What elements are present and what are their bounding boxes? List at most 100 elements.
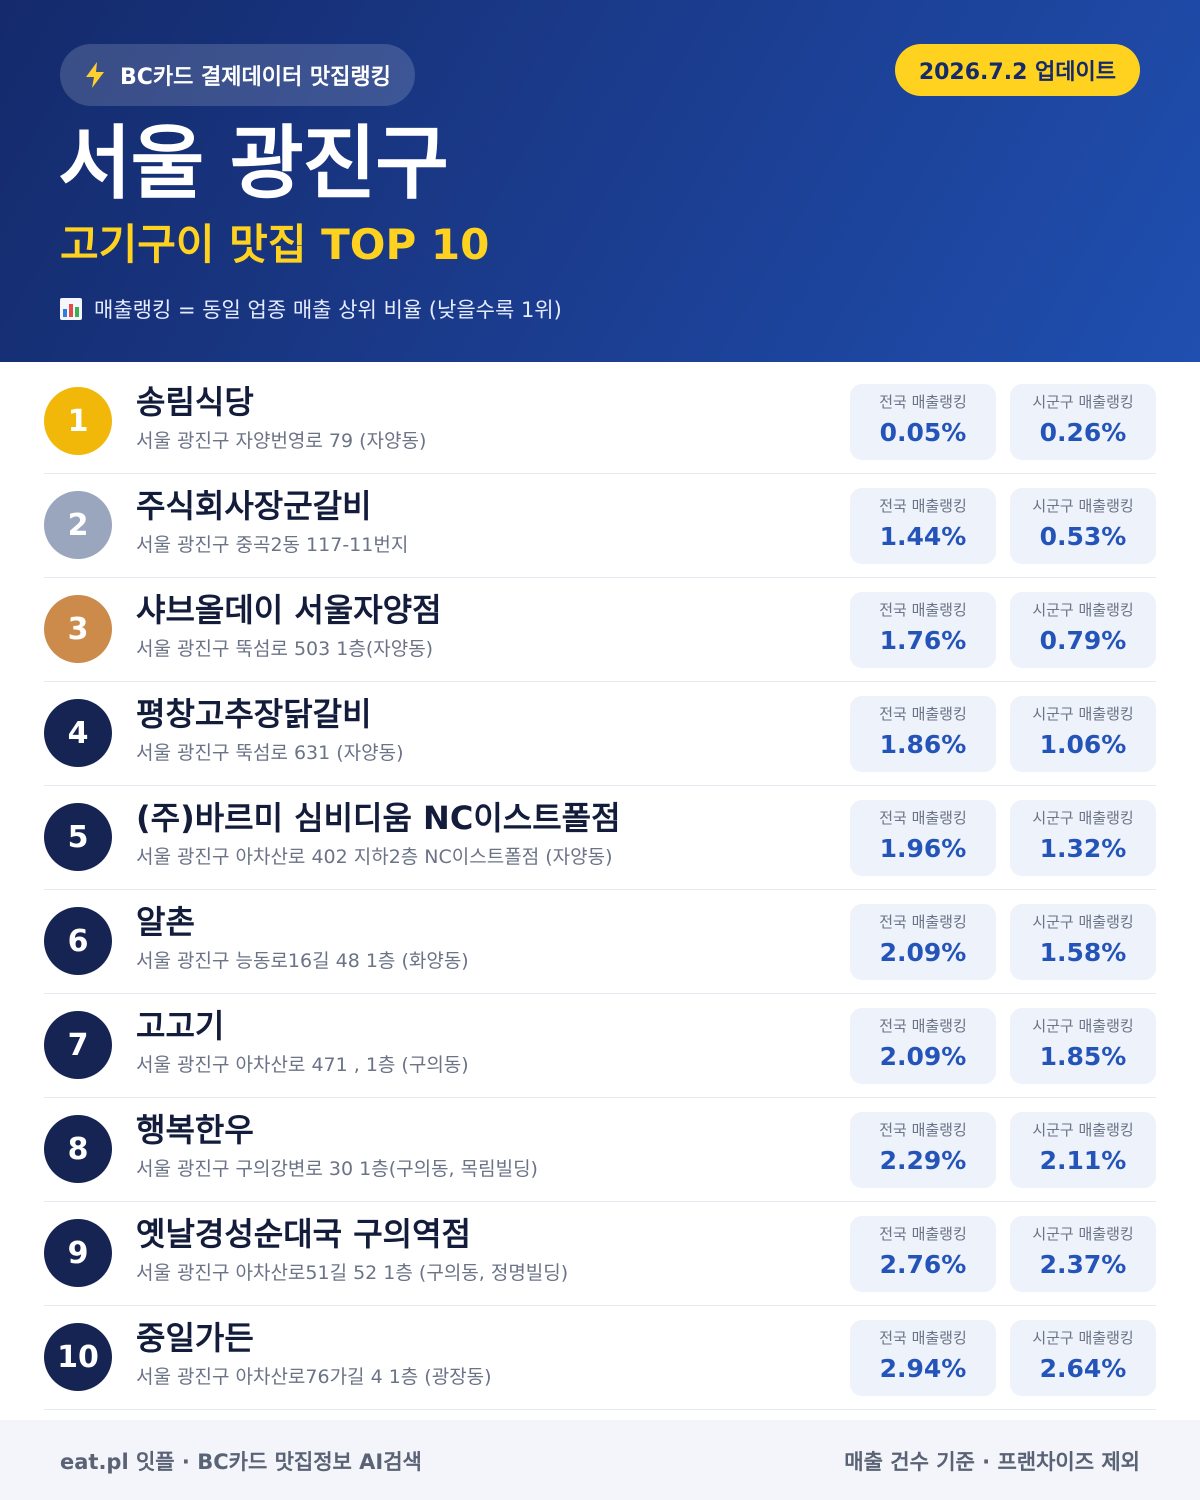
restaurant-name: 중일가든: [136, 1319, 254, 1357]
district-ranking-value: 1.58%: [1039, 938, 1127, 967]
rank-badge: 1: [44, 387, 112, 455]
national-ranking-label: 전국 매출랭킹: [879, 497, 967, 515]
national-ranking-value: 1.86%: [879, 730, 967, 759]
national-ranking-value: 2.29%: [879, 1146, 967, 1175]
footer-source: eat.pl 잇플 · BC카드 맛집정보 AI검색: [60, 1450, 422, 1474]
national-ranking-label: 전국 매출랭킹: [879, 1017, 967, 1035]
district-ranking-value: 1.85%: [1039, 1042, 1127, 1071]
district-ranking-card: 시군구 매출랭킹 1.58%: [1010, 904, 1156, 980]
national-ranking-value: 0.05%: [879, 418, 967, 447]
district-ranking-card: 시군구 매출랭킹 0.26%: [1010, 384, 1156, 460]
national-ranking-label: 전국 매출랭킹: [879, 705, 967, 723]
national-ranking-card: 전국 매출랭킹 1.44%: [850, 488, 996, 564]
district-ranking-value: 2.37%: [1039, 1250, 1127, 1279]
rank-badge: 6: [44, 907, 112, 975]
restaurant-row[interactable]: 7 고고기 서울 광진구 아차산로 471 , 1층 (구의동) 전국 매출랭킹 2.0…: [44, 994, 1156, 1098]
national-ranking-label: 전국 매출랭킹: [879, 393, 967, 411]
national-ranking-label: 전국 매출랭킹: [879, 1225, 967, 1243]
rank-badge: 4: [44, 699, 112, 767]
restaurant-address: 서울 광진구 아차산로 402 지하2층 NC이스트폴점 (자양동): [136, 846, 613, 868]
restaurant-name: (주)바르미 심비디움 NC이스트폴점: [136, 799, 621, 837]
national-ranking-label: 전국 매출랭킹: [879, 809, 967, 827]
restaurant-row[interactable]: 6 알촌 서울 광진구 능동로16길 48 1층 (화양동) 전국 매출랭킹 2.09%…: [44, 890, 1156, 994]
rank-badge: 5: [44, 803, 112, 871]
brand-pill: BC카드 결제데이터 맛집랭킹: [60, 44, 415, 106]
restaurant-name: 평창고추장닭갈비: [136, 695, 372, 733]
restaurant-address: 서울 광진구 아차산로76가길 4 1층 (광장동): [136, 1366, 492, 1388]
restaurant-name: 주식회사장군갈비: [136, 487, 372, 525]
restaurant-name: 송림식당: [136, 383, 254, 421]
restaurant-address: 서울 광진구 구의강변로 30 1층(구의동, 목림빌딩): [136, 1158, 538, 1180]
district-ranking-label: 시군구 매출랭킹: [1032, 913, 1134, 931]
rank-badge: 10: [44, 1323, 112, 1391]
national-ranking-value: 2.76%: [879, 1250, 967, 1279]
rank-badge: 8: [44, 1115, 112, 1183]
district-ranking-value: 0.26%: [1039, 418, 1127, 447]
national-ranking-value: 2.94%: [879, 1354, 967, 1383]
district-ranking-card: 시군구 매출랭킹 2.11%: [1010, 1112, 1156, 1188]
national-ranking-card: 전국 매출랭킹 1.76%: [850, 592, 996, 668]
update-date-badge: 2026.7.2 업데이트: [894, 44, 1140, 96]
district-ranking-card: 시군구 매출랭킹 1.85%: [1010, 1008, 1156, 1084]
national-ranking-value: 2.09%: [879, 1042, 967, 1071]
district-ranking-label: 시군구 매출랭킹: [1032, 497, 1134, 515]
restaurant-address: 서울 광진구 아차산로 471 , 1층 (구의동): [136, 1054, 469, 1076]
national-ranking-label: 전국 매출랭킹: [879, 913, 967, 931]
district-ranking-label: 시군구 매출랭킹: [1032, 1121, 1134, 1139]
district-ranking-value: 2.11%: [1039, 1146, 1127, 1175]
district-ranking-card: 시군구 매출랭킹 0.53%: [1010, 488, 1156, 564]
district-ranking-label: 시군구 매출랭킹: [1032, 1017, 1134, 1035]
ranking-note-text: 매출랭킹 = 동일 업종 매출 상위 비율 (낮을수록 1위): [94, 298, 562, 322]
district-ranking-card: 시군구 매출랭킹 0.79%: [1010, 592, 1156, 668]
national-ranking-card: 전국 매출랭킹 2.76%: [850, 1216, 996, 1292]
restaurant-row[interactable]: 3 샤브올데이 서울자양점 서울 광진구 뚝섬로 503 1층(자양동) 전국 매출랭…: [44, 578, 1156, 682]
restaurant-name: 알촌: [136, 903, 195, 941]
district-ranking-card: 시군구 매출랭킹 2.37%: [1010, 1216, 1156, 1292]
rank-badge: 2: [44, 491, 112, 559]
rank-badge: 9: [44, 1219, 112, 1287]
district-ranking-value: 1.06%: [1039, 730, 1127, 759]
restaurant-name: 고고기: [136, 1007, 225, 1045]
national-ranking-card: 전국 매출랭킹 2.09%: [850, 1008, 996, 1084]
district-ranking-value: 0.79%: [1039, 626, 1127, 655]
footer-criteria: 매출 건수 기준 · 프랜차이즈 제외: [844, 1450, 1140, 1474]
brand-label: BC카드 결제데이터 맛집랭킹: [120, 65, 391, 90]
district-ranking-label: 시군구 매출랭킹: [1032, 1225, 1134, 1243]
restaurant-name: 샤브올데이 서울자양점: [136, 591, 442, 629]
district-ranking-label: 시군구 매출랭킹: [1032, 1329, 1134, 1347]
restaurant-name: 옛날경성순대국 구의역점: [136, 1215, 471, 1253]
district-ranking-label: 시군구 매출랭킹: [1032, 393, 1134, 411]
district-ranking-label: 시군구 매출랭킹: [1032, 705, 1134, 723]
national-ranking-label: 전국 매출랭킹: [879, 601, 967, 619]
page-title: 서울 광진구: [58, 117, 449, 210]
national-ranking-card: 전국 매출랭킹 2.09%: [850, 904, 996, 980]
national-ranking-card: 전국 매출랭킹 2.94%: [850, 1320, 996, 1396]
national-ranking-value: 1.96%: [879, 834, 967, 863]
restaurant-address: 서울 광진구 중곡2동 117-11번지: [136, 534, 409, 556]
district-ranking-card: 시군구 매출랭킹 1.32%: [1010, 800, 1156, 876]
district-ranking-card: 시군구 매출랭킹 2.64%: [1010, 1320, 1156, 1396]
restaurant-address: 서울 광진구 자양번영로 79 (자양동): [136, 430, 427, 452]
national-ranking-card: 전국 매출랭킹 0.05%: [850, 384, 996, 460]
district-ranking-value: 0.53%: [1039, 522, 1127, 551]
national-ranking-value: 1.76%: [879, 626, 967, 655]
header-banner: BC카드 결제데이터 맛집랭킹 2026.7.2 업데이트 서울 광진구 고기구…: [0, 0, 1200, 362]
national-ranking-card: 전국 매출랭킹 2.29%: [850, 1112, 996, 1188]
district-ranking-label: 시군구 매출랭킹: [1032, 809, 1134, 827]
ranking-note: 매출랭킹 = 동일 업종 매출 상위 비율 (낮을수록 1위): [60, 294, 562, 324]
lightning-bolt-icon: [84, 61, 106, 89]
restaurant-name: 행복한우: [136, 1111, 254, 1149]
bar-chart-icon: [60, 298, 82, 320]
restaurant-row[interactable]: 9 옛날경성순대국 구의역점 서울 광진구 아차산로51길 52 1층 (구의동, …: [44, 1202, 1156, 1306]
district-ranking-value: 1.32%: [1039, 834, 1127, 863]
national-ranking-card: 전국 매출랭킹 1.96%: [850, 800, 996, 876]
national-ranking-label: 전국 매출랭킹: [879, 1329, 967, 1347]
restaurant-row[interactable]: 4 평창고추장닭갈비 서울 광진구 뚝섬로 631 (자양동) 전국 매출랭킹 1.86…: [44, 682, 1156, 786]
national-ranking-card: 전국 매출랭킹 1.86%: [850, 696, 996, 772]
